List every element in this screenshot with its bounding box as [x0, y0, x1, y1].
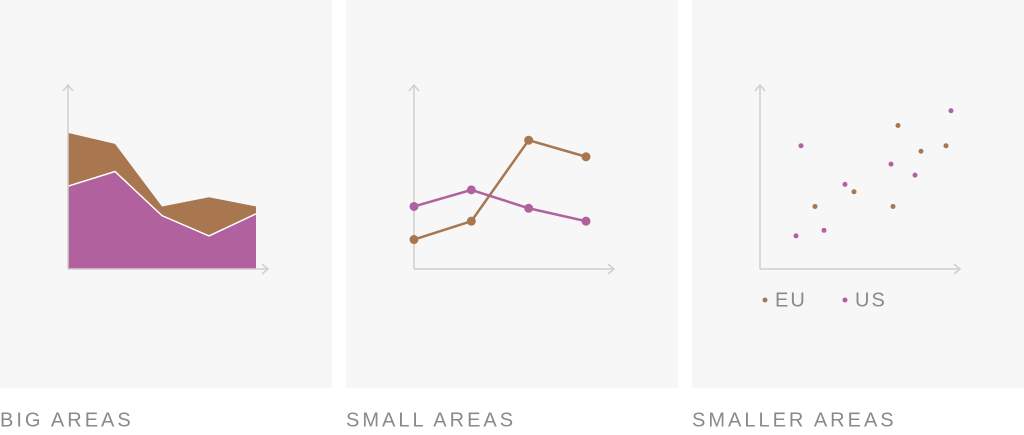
- point: [890, 203, 896, 209]
- legend-marker: [762, 297, 768, 303]
- point: [409, 235, 419, 245]
- point: [821, 227, 827, 233]
- point: [466, 185, 476, 195]
- point: [466, 216, 476, 226]
- point: [918, 148, 924, 154]
- caption: BIG AREAS: [0, 409, 134, 431]
- point: [912, 172, 918, 178]
- point: [888, 161, 894, 167]
- area-edge: [67, 170, 257, 237]
- point: [851, 189, 857, 195]
- x-axis-arrow: [953, 263, 962, 275]
- y-axis-arrow: [754, 83, 766, 92]
- point: [842, 181, 848, 187]
- legend-label: EU: [775, 289, 807, 311]
- line: [413, 188, 587, 223]
- area: [68, 132, 256, 236]
- caption: SMALL AREAS: [346, 409, 516, 431]
- point: [948, 108, 954, 114]
- point: [943, 143, 949, 149]
- point: [895, 122, 901, 128]
- y-axis-arrow: [62, 83, 74, 92]
- point: [524, 203, 534, 213]
- point: [793, 233, 799, 239]
- point: [581, 152, 591, 162]
- x-axis-arrow: [607, 263, 616, 275]
- point: [524, 135, 534, 145]
- y-axis-arrow: [408, 83, 420, 92]
- point: [812, 203, 818, 209]
- panel: [0, 0, 332, 388]
- caption: SMALLER AREAS: [692, 409, 897, 431]
- panel: [692, 0, 1024, 388]
- line: [413, 138, 587, 241]
- legend-marker: [842, 297, 848, 303]
- panel: [346, 0, 678, 388]
- area: [68, 171, 256, 269]
- point: [581, 216, 591, 226]
- legend-label: US: [855, 289, 887, 311]
- point: [409, 201, 419, 211]
- point: [798, 143, 804, 149]
- x-axis-arrow: [261, 263, 270, 275]
